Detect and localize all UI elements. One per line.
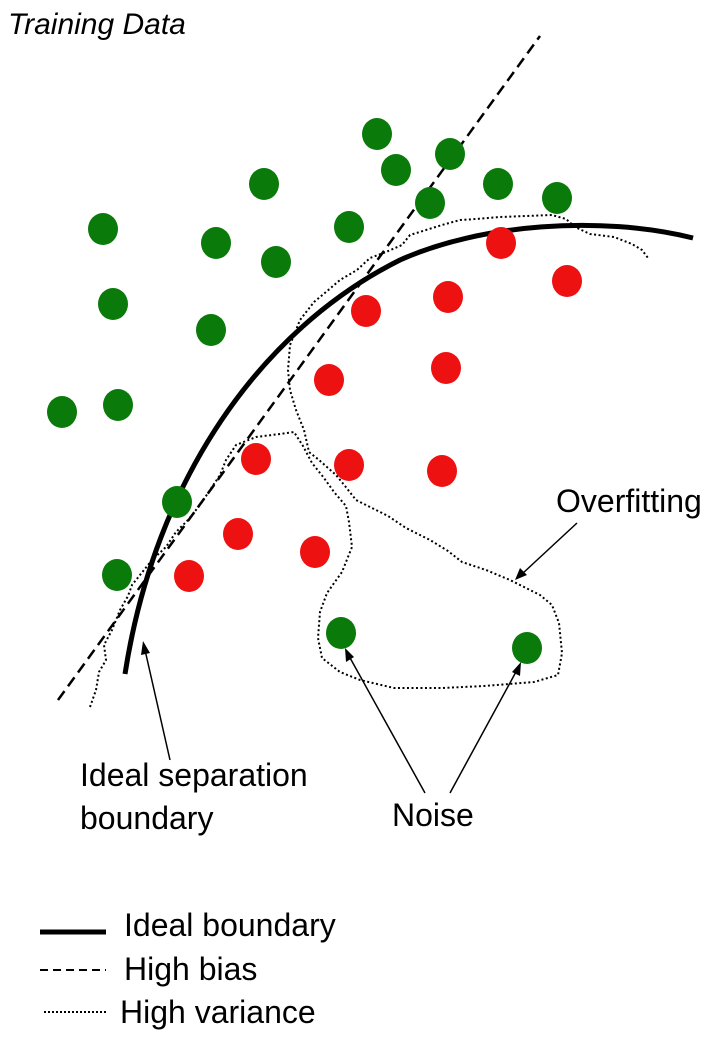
legend-variance-label: High variance	[120, 994, 316, 1030]
green-point	[334, 211, 364, 243]
red-point	[300, 536, 330, 568]
red-point	[427, 455, 457, 487]
red-point	[314, 364, 344, 396]
red-class-points	[174, 227, 582, 592]
ideal-boundary-curve	[122, 222, 694, 675]
overfitting-label: Overfitting	[556, 483, 702, 519]
legend-bias-label: High bias	[124, 951, 257, 987]
ideal-separation-label-line2: boundary	[80, 800, 213, 836]
green-point	[249, 168, 279, 200]
green-point	[542, 182, 572, 214]
green-point	[47, 396, 77, 428]
noise-label: Noise	[392, 797, 474, 833]
green-point	[103, 389, 133, 421]
red-point	[433, 281, 463, 313]
green-point	[88, 213, 118, 245]
green-class-points	[47, 118, 572, 664]
red-point	[174, 560, 204, 592]
ideal-separation-label-line1: Ideal separation	[80, 757, 308, 793]
legend: Ideal boundary High bias High variance	[40, 907, 336, 1030]
red-point	[241, 443, 271, 475]
green-point	[162, 486, 192, 518]
red-point	[486, 227, 516, 259]
diagram-title: Training Data	[8, 8, 186, 41]
red-point	[334, 449, 364, 481]
green-point	[201, 227, 231, 259]
legend-ideal-label: Ideal boundary	[124, 907, 336, 943]
red-point	[431, 352, 461, 384]
green-point	[102, 559, 132, 591]
red-point	[552, 265, 582, 297]
green-noise-point	[512, 632, 542, 664]
red-point	[223, 518, 253, 550]
green-point	[435, 138, 465, 170]
red-point	[351, 295, 381, 327]
green-point	[415, 187, 445, 219]
high-bias-line	[56, 35, 542, 701]
overfitting-arrow	[515, 522, 578, 580]
noise-arrows	[345, 648, 521, 794]
green-point	[261, 246, 291, 278]
green-point	[196, 314, 226, 346]
high-variance-boundary	[89, 214, 649, 708]
green-noise-point	[326, 617, 356, 649]
green-point	[483, 168, 513, 200]
green-point	[362, 118, 392, 150]
ideal-boundary-arrow	[141, 641, 171, 761]
green-point	[98, 288, 128, 320]
green-point	[381, 154, 411, 186]
